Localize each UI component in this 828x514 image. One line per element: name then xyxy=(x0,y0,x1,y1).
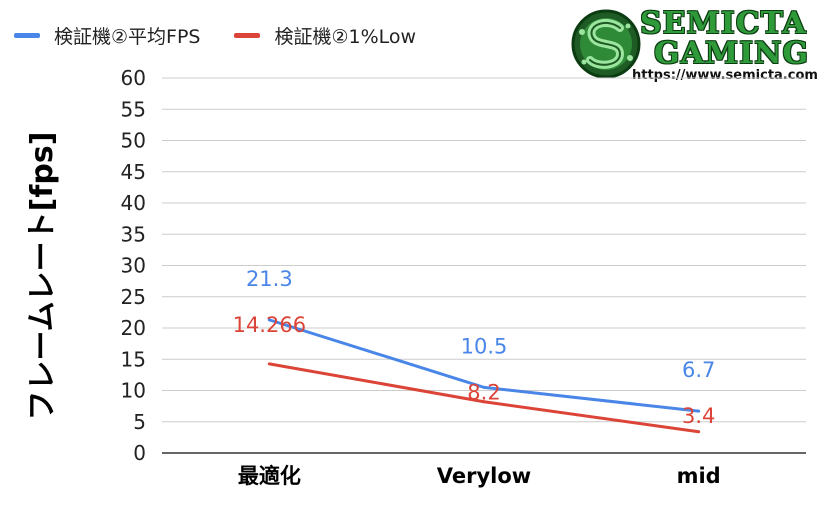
data-labels: 21.3 14.266 10.5 8.2 6.7 3.4 xyxy=(233,267,716,428)
data-label: 10.5 xyxy=(461,334,508,358)
y-tick-label: 10 xyxy=(121,379,146,403)
data-point xyxy=(482,385,486,389)
data-label: 21.3 xyxy=(246,267,293,291)
x-tick-labels: 最適化 Verylow mid xyxy=(238,464,721,488)
legend-label-1pct-low: 検証機②1%Low xyxy=(274,26,417,48)
legend-item-1pct-low: 検証機②1%Low xyxy=(234,22,416,49)
data-point xyxy=(267,318,271,322)
data-point xyxy=(697,430,701,434)
y-axis-label: フレームレート[fps] xyxy=(25,132,60,421)
data-label: 3.4 xyxy=(682,404,715,428)
y-tick-label: 60 xyxy=(121,66,146,90)
y-tick-label: 25 xyxy=(121,285,146,309)
y-tick-label: 55 xyxy=(121,97,146,121)
data-label: 8.2 xyxy=(467,380,500,404)
series-line xyxy=(268,318,699,413)
data-point xyxy=(697,409,701,413)
legend-label-avg-fps: 検証機②平均FPS xyxy=(54,26,201,48)
gridlines xyxy=(162,77,806,454)
logo-url: https://www.semicta.com xyxy=(632,68,818,83)
y-tick-label: 15 xyxy=(121,347,146,371)
y-tick-label: 45 xyxy=(121,160,146,184)
legend-swatch-1pct-low xyxy=(234,33,261,38)
x-tick-label: Verylow xyxy=(437,464,531,488)
logo-line-2: GAMING xyxy=(654,36,810,71)
data-point xyxy=(482,400,486,404)
y-tick-label: 35 xyxy=(121,222,146,246)
y-tick-label: 20 xyxy=(121,316,146,340)
data-point xyxy=(267,362,271,366)
logo-line-1: SEMICTA xyxy=(640,6,807,41)
data-label: 14.266 xyxy=(233,313,306,337)
circuit-s-emblem-icon xyxy=(571,9,641,79)
x-tick-label: mid xyxy=(677,464,721,488)
legend-swatch-avg-fps xyxy=(14,33,40,38)
y-tick-label: 0 xyxy=(133,441,146,465)
y-tick-labels: 0 5 10 15 20 25 30 35 40 45 50 55 60 xyxy=(121,66,146,465)
semicta-gaming-logo: SEMICTA GAMING https://www.semicta.com xyxy=(570,4,826,86)
legend-item-avg-fps: 検証機②平均FPS xyxy=(14,22,200,49)
y-tick-label: 40 xyxy=(121,191,146,215)
series-line xyxy=(269,362,699,434)
series-lines xyxy=(267,318,701,434)
x-tick-label: 最適化 xyxy=(238,464,301,488)
y-tick-label: 50 xyxy=(121,129,146,153)
y-tick-label: 5 xyxy=(133,410,146,434)
legend: 検証機②平均FPS 検証機②1%Low xyxy=(14,22,450,49)
y-tick-label: 30 xyxy=(121,254,146,278)
data-label: 6.7 xyxy=(682,358,715,382)
